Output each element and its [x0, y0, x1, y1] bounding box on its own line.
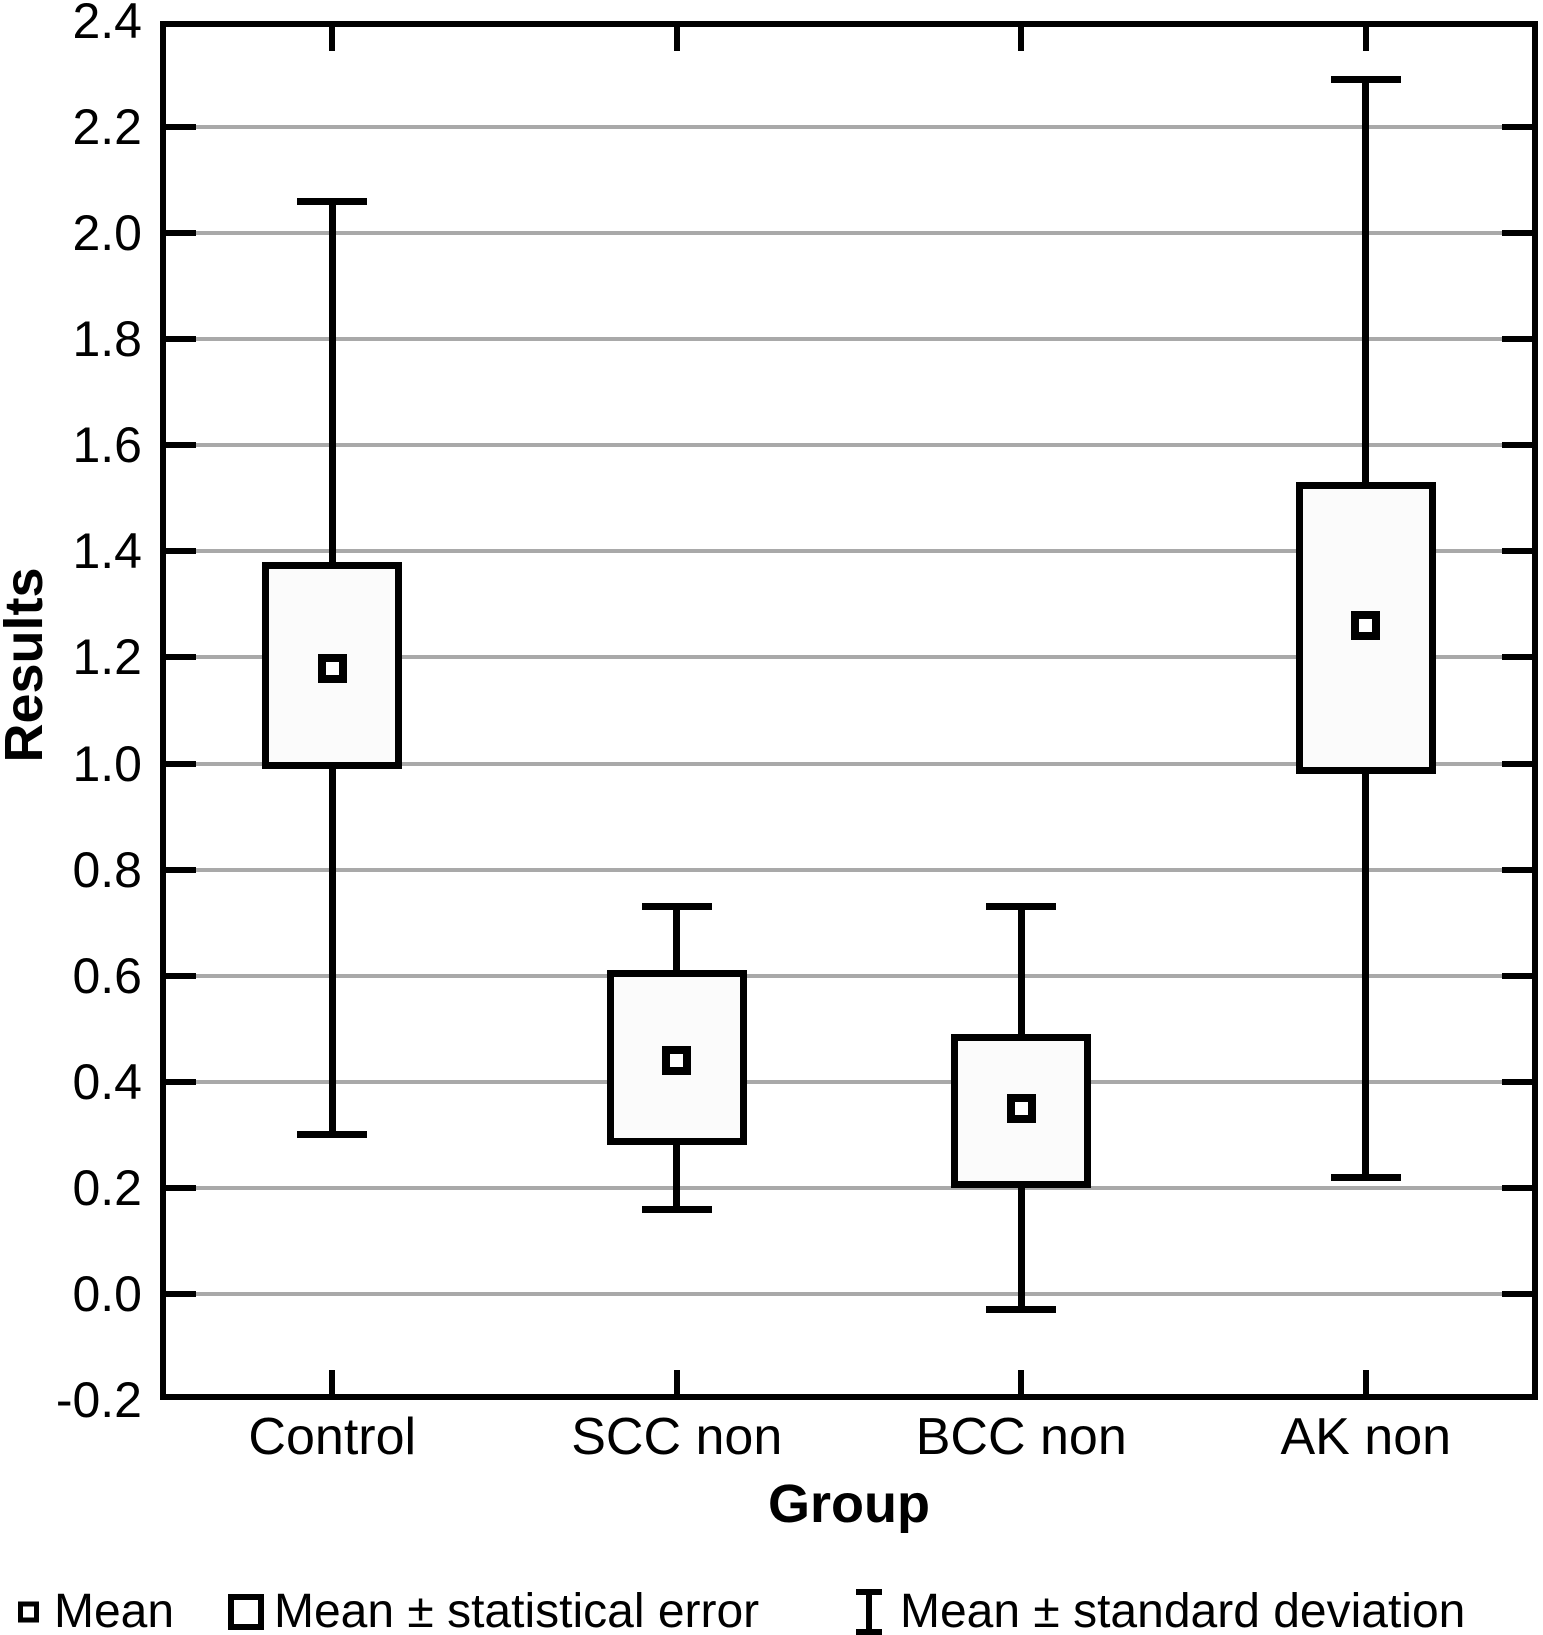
- whisker-cap-top: [986, 903, 1057, 911]
- y-tick-label: 0.6: [72, 947, 142, 1004]
- mean-marker: [662, 1046, 692, 1076]
- plot-area: [160, 21, 1538, 1400]
- y-tick-label: 2.0: [72, 205, 142, 262]
- y-gridline: [166, 1185, 1532, 1190]
- y-gridline: [166, 231, 1532, 236]
- whisker-cap-bottom: [297, 1131, 368, 1139]
- y-tick-label: 2.4: [72, 0, 142, 49]
- x-tick-label: Control: [248, 1408, 417, 1466]
- legend-label: Mean ± statistical error: [274, 1585, 760, 1635]
- mean-marker: [1351, 611, 1381, 641]
- y-tick-label: 0.0: [72, 1265, 142, 1322]
- y-tick-left: [166, 1290, 196, 1297]
- sd-whisker-icon: [856, 1589, 882, 1635]
- y-tick-left: [166, 124, 196, 131]
- y-tick-label: 1.6: [72, 417, 142, 474]
- whisker-cap-top: [641, 903, 712, 911]
- y-tick-right: [1502, 1184, 1532, 1191]
- x-tick-top: [1018, 27, 1025, 51]
- y-tick-label: 2.2: [72, 99, 142, 156]
- se-box: [606, 970, 747, 1146]
- x-tick-label: AK non: [1280, 1408, 1452, 1466]
- y-tick-right: [1502, 124, 1532, 131]
- y-tick-label: 1.4: [72, 523, 142, 580]
- y-tick-left: [166, 760, 196, 767]
- whisker-cap-top: [297, 197, 368, 205]
- x-tick-bottom: [1362, 1370, 1369, 1394]
- y-gridline: [166, 761, 1532, 766]
- y-gridline: [166, 443, 1532, 448]
- legend-label: Mean ± standard deviation: [900, 1585, 1466, 1635]
- mean-square-icon-shape: [18, 1601, 39, 1623]
- x-tick-top: [1362, 27, 1369, 51]
- y-tick-label: 1.0: [72, 735, 142, 792]
- y-tick-left: [166, 230, 196, 237]
- y-tick-right: [1502, 760, 1532, 767]
- y-tick-left: [166, 548, 196, 555]
- y-tick-label: 1.2: [72, 629, 142, 686]
- whisker-cap-bottom: [641, 1205, 712, 1213]
- y-tick-left: [166, 866, 196, 873]
- sd-whisker-icon-shape: [856, 1589, 882, 1635]
- y-tick-label: 0.8: [72, 841, 142, 898]
- y-tick-label: 1.8: [72, 311, 142, 368]
- legend-label: Mean: [54, 1585, 175, 1635]
- y-tick-right: [1502, 230, 1532, 237]
- y-tick-left: [166, 972, 196, 979]
- y-gridline: [166, 867, 1532, 872]
- y-tick-left: [166, 336, 196, 343]
- y-tick-label: -0.2: [55, 1372, 142, 1428]
- se-box: [262, 561, 403, 769]
- mean-marker: [1006, 1093, 1036, 1123]
- y-gridline: [166, 1291, 1532, 1296]
- y-tick-right: [1502, 1078, 1532, 1085]
- sd-whisker-cap-bottom: [856, 1629, 882, 1635]
- y-gridline: [166, 973, 1532, 978]
- whisker-cap-top: [1330, 75, 1401, 83]
- y-gridline: [166, 1079, 1532, 1084]
- y-tick-left: [166, 1078, 196, 1085]
- y-gridline: [166, 549, 1532, 554]
- se-box-icon: [228, 1594, 264, 1630]
- y-gridline: [166, 125, 1532, 130]
- y-tick-left: [166, 1184, 196, 1191]
- y-tick-left: [166, 654, 196, 661]
- y-gridline: [166, 655, 1532, 660]
- mean-marker: [317, 653, 347, 683]
- y-tick-right: [1502, 654, 1532, 661]
- whisker-cap-bottom: [1330, 1173, 1401, 1181]
- y-gridline: [166, 337, 1532, 342]
- y-tick-label: 0.4: [72, 1053, 142, 1110]
- y-tick-right: [1502, 548, 1532, 555]
- sd-whisker-stem: [866, 1589, 872, 1635]
- x-tick-label: BCC non: [915, 1408, 1127, 1466]
- y-tick-label: 0.2: [72, 1159, 142, 1216]
- x-tick-bottom: [673, 1370, 680, 1394]
- whisker-cap-bottom: [986, 1306, 1057, 1314]
- x-tick-bottom: [329, 1370, 336, 1394]
- x-tick-top: [329, 27, 336, 51]
- y-tick-right: [1502, 866, 1532, 873]
- x-axis-title: Group: [768, 1474, 930, 1534]
- x-tick-bottom: [1018, 1370, 1025, 1394]
- y-tick-right: [1502, 972, 1532, 979]
- y-tick-left: [166, 442, 196, 449]
- sd-whisker-cap-top: [856, 1589, 882, 1595]
- x-tick-label: SCC non: [571, 1408, 783, 1466]
- y-tick-right: [1502, 442, 1532, 449]
- se-box-icon-shape: [228, 1594, 264, 1630]
- y-tick-right: [1502, 1290, 1532, 1297]
- y-tick-right: [1502, 336, 1532, 343]
- mean-square-icon: [18, 1601, 39, 1623]
- x-tick-top: [673, 27, 680, 51]
